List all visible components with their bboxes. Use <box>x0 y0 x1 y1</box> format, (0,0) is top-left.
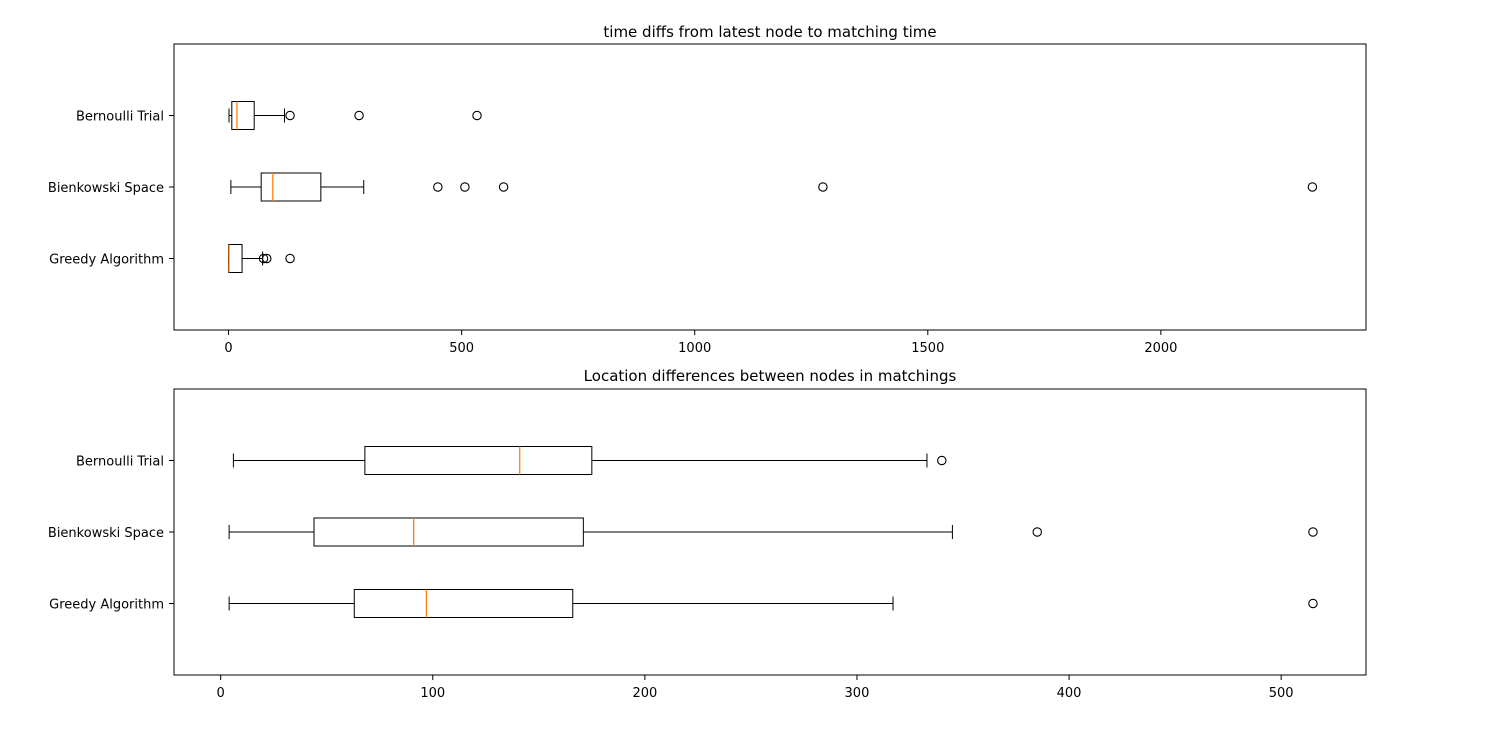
box-group <box>232 446 947 475</box>
x-tick-label: 0 <box>224 341 232 356</box>
x-axis: 0 500 1000 1500 2000 <box>224 330 1177 356</box>
y-tick-label: Greedy Algorithm <box>49 253 164 268</box>
y-axis: Greedy Algorithm Bienkowski Space Bernoull… <box>48 455 174 613</box>
x-tick-label: 1500 <box>911 341 944 356</box>
outlier-point <box>498 182 509 192</box>
y-tick-label: Bienkowski Space <box>48 181 164 196</box>
outlier-point <box>285 110 295 121</box>
chart-title: time diffs from latest node to matching … <box>603 23 936 41</box>
iqr-box <box>353 589 574 618</box>
chart-location-differences: Location differences between nodes in ma… <box>48 367 1367 701</box>
outlier-point <box>433 182 443 192</box>
iqr-box <box>313 517 584 547</box>
outlier-point <box>354 110 364 121</box>
outlier-point <box>1307 182 1318 192</box>
iqr-box <box>364 446 593 475</box>
chart-title: Location differences between nodes in ma… <box>584 367 957 385</box>
chart-time-diffs: time diffs from latest node to matching … <box>48 23 1367 356</box>
outlier-point <box>262 253 272 264</box>
x-tick-label: 0 <box>217 686 225 701</box>
iqr-box <box>231 101 255 130</box>
outlier-point <box>1308 527 1318 537</box>
outlier-point <box>937 455 947 466</box>
x-tick-label: 2000 <box>1144 341 1177 356</box>
box-group <box>228 589 1318 618</box>
outlier-point <box>1308 598 1318 609</box>
x-tick-label: 100 <box>420 686 445 701</box>
box-group <box>230 172 1318 202</box>
y-tick-label: Bernoulli Trial <box>76 455 164 470</box>
iqr-box <box>260 172 322 202</box>
outlier-point <box>472 110 482 121</box>
x-tick-label: 500 <box>449 341 474 356</box>
outlier-point <box>460 182 470 192</box>
x-tick-label: 400 <box>1057 686 1082 701</box>
outlier-point <box>818 182 828 192</box>
box-group <box>228 517 1318 547</box>
x-tick-label: 200 <box>632 686 657 701</box>
box-group <box>228 101 482 130</box>
y-axis: Greedy Algorithm Bienkowski Space Bernoull… <box>48 110 174 268</box>
y-tick-label: Bienkowski Space <box>48 526 164 541</box>
x-tick-label: 500 <box>1269 686 1294 701</box>
outlier-point <box>1032 527 1042 537</box>
y-tick-label: Bernoulli Trial <box>76 110 164 125</box>
x-axis: 0 100 200 300 400 500 <box>217 675 1294 701</box>
x-tick-label: 1000 <box>678 341 711 356</box>
box-marks <box>228 101 1318 273</box>
outlier-point <box>258 253 269 264</box>
y-tick-label: Greedy Algorithm <box>49 598 164 613</box>
box-group <box>228 244 295 273</box>
box-marks <box>228 446 1318 618</box>
x-tick-label: 300 <box>845 686 870 701</box>
outlier-point <box>285 253 295 264</box>
